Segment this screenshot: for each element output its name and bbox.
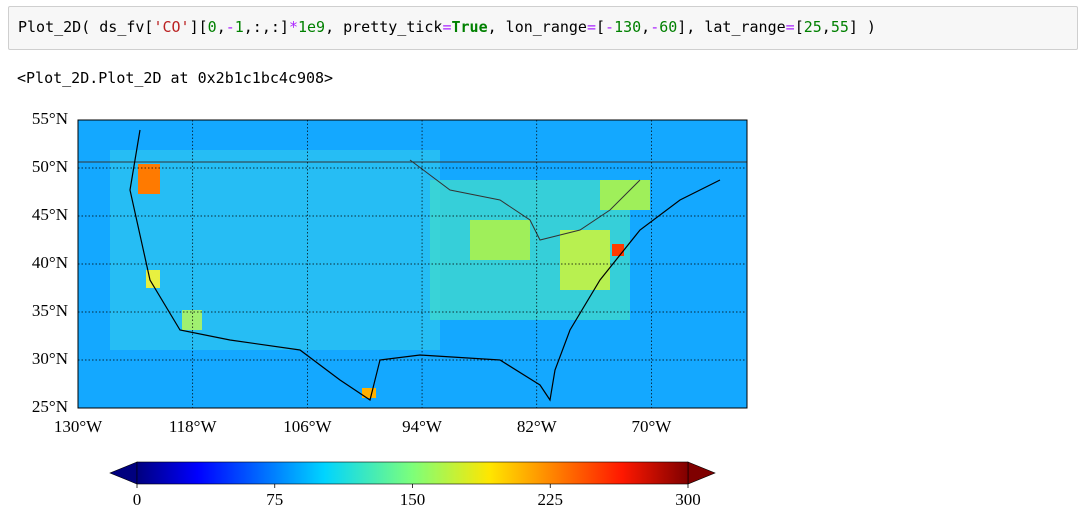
lat-tick-label: 55°N <box>32 109 68 128</box>
code-token: , pretty_tick <box>325 18 443 36</box>
code-cell[interactable]: Plot_2D( ds_fv['CO'][0,-1,:,:]*1e9, pret… <box>8 6 1078 50</box>
code-token: ] ) <box>848 18 876 36</box>
lat-tick-label: 50°N <box>32 157 68 176</box>
code: Plot_2D( ds_fv['CO'][0,-1,:,:]*1e9, pret… <box>18 18 876 36</box>
colorbar-tick-label: 300 <box>675 490 701 509</box>
code-token: = <box>586 18 596 36</box>
lat-tick-label: 25°N <box>32 397 68 416</box>
code-token: [ <box>596 18 606 36</box>
output-text: <Plot_2D.Plot_2D at 0x2b1c1bc4c908> <box>17 69 334 87</box>
code-token: - <box>225 18 235 36</box>
code-token: = <box>442 18 452 36</box>
code-token: 130 <box>614 18 642 36</box>
lon-tick-label: 94°W <box>402 417 443 436</box>
colorbar-tick-label: 225 <box>538 490 564 509</box>
code-token: , <box>216 18 226 36</box>
lon-tick-label: 130°W <box>54 417 103 436</box>
code-token: 0 <box>207 18 217 36</box>
code-token: [ <box>794 18 804 36</box>
code-token: , <box>641 18 651 36</box>
lat-tick-label: 30°N <box>32 349 68 368</box>
code-token: 'CO' <box>153 18 190 36</box>
lon-tick-label: 82°W <box>517 417 558 436</box>
code-token: ], lat_range <box>677 18 786 36</box>
code-token: 55 <box>830 18 849 36</box>
code-token: - <box>605 18 615 36</box>
lon-tick-label: 106°W <box>283 417 332 436</box>
code-token: * <box>288 18 298 36</box>
colorbar-extend-min <box>109 461 138 485</box>
map-field <box>78 120 747 408</box>
code-token: = <box>785 18 795 36</box>
lon-tick-label: 118°W <box>169 417 218 436</box>
code-token: ,:,:] <box>243 18 289 36</box>
lat-tick-label: 40°N <box>32 253 68 272</box>
code-token: ][ <box>189 18 208 36</box>
code-token: Plot_2D( ds_fv[ <box>18 18 154 36</box>
lat-tick-label: 35°N <box>32 301 68 320</box>
colorbar-extend-max <box>687 461 716 485</box>
code-token: - <box>650 18 660 36</box>
colorbar <box>136 461 689 485</box>
code-token: True <box>451 18 488 36</box>
colorbar-tick-label: 0 <box>133 490 142 509</box>
code-token: , <box>821 18 831 36</box>
code-token: 1e9 <box>297 18 326 36</box>
code-token: 60 <box>659 18 678 36</box>
colorbar-tick-label: 75 <box>266 490 283 509</box>
colorbar-tick-label: 150 <box>400 490 426 509</box>
code-token: , lon_range <box>487 18 587 36</box>
lat-tick-label: 45°N <box>32 205 68 224</box>
code-token: 25 <box>803 18 822 36</box>
lon-tick-label: 70°W <box>632 417 673 436</box>
code-token: 1 <box>234 18 244 36</box>
